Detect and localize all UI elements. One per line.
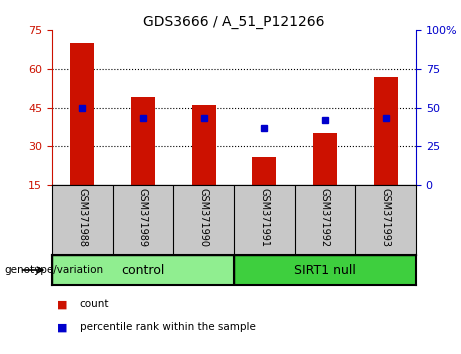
Text: GSM371991: GSM371991 (260, 188, 269, 247)
Text: GSM371992: GSM371992 (320, 188, 330, 248)
Bar (52, 255, 234, 285)
Bar (373, 76, 398, 185)
Text: GSM371989: GSM371989 (138, 188, 148, 247)
Bar (131, 97, 155, 185)
Text: control: control (121, 263, 165, 276)
Text: GSM371990: GSM371990 (199, 188, 209, 247)
Bar (252, 156, 277, 185)
Text: GSM371993: GSM371993 (381, 188, 390, 247)
Text: ■: ■ (57, 299, 67, 309)
Bar (70, 43, 95, 185)
Text: GSM371988: GSM371988 (77, 188, 87, 247)
Title: GDS3666 / A_51_P121266: GDS3666 / A_51_P121266 (143, 15, 325, 29)
Bar (191, 105, 216, 185)
Bar (313, 133, 337, 185)
Text: percentile rank within the sample: percentile rank within the sample (80, 322, 255, 332)
Text: ■: ■ (57, 322, 67, 332)
Text: SIRT1 null: SIRT1 null (294, 263, 356, 276)
Bar (234, 255, 416, 285)
Text: count: count (80, 299, 109, 309)
Text: genotype/variation: genotype/variation (5, 265, 104, 275)
